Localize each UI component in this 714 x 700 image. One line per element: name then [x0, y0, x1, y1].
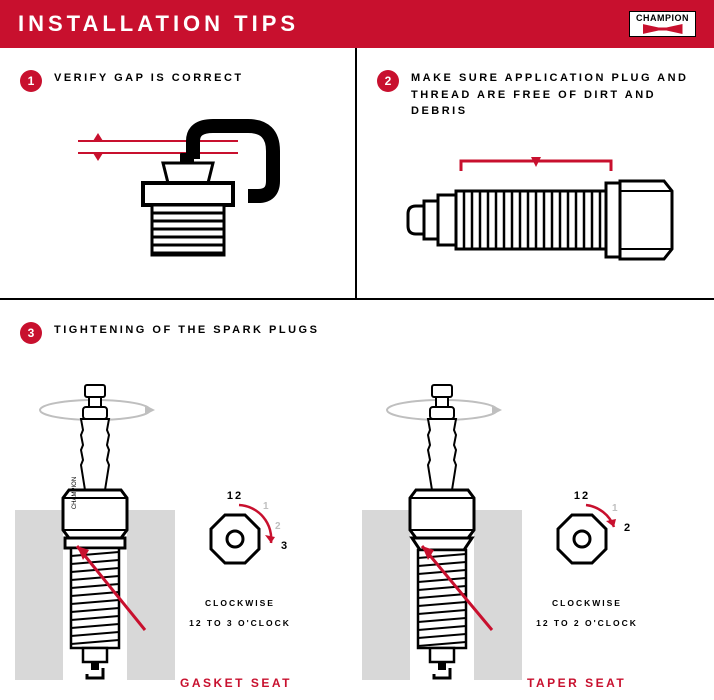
svg-text:3: 3: [281, 540, 289, 552]
step-head-2: 2 Make sure application plug and thread …: [377, 70, 694, 120]
clock-sub2-left: 12 TO 3 O'CLOCK: [185, 618, 295, 630]
thread-diagram-icon: [396, 151, 676, 281]
clock-gasket: 12 1 2 3 CLOCKWISE 12 TO 3 O'CLOCK: [185, 487, 295, 630]
col-taper-seat: 12 1 2 CLOCKWISE 12 TO 2 O'CLOCK TAPER S…: [357, 370, 704, 700]
clock-sub1-right: CLOCKWISE: [532, 598, 642, 610]
illustration-gap: [20, 108, 335, 268]
header-bar: INSTALLATION TIPS CHAMPION: [0, 0, 714, 48]
step-text-2: Make sure application plug and thread ar…: [411, 70, 694, 120]
clock-12: 12: [227, 490, 243, 502]
step-text-1: Verify gap is correct: [54, 70, 244, 87]
champion-logo: CHAMPION: [629, 11, 696, 37]
gasket-seat-label: GASKET SEAT: [180, 676, 292, 690]
step-text-3: Tightening of the spark plugs: [54, 322, 319, 339]
gap-diagram-icon: [48, 113, 308, 263]
panel-verify-gap: 1 Verify gap is correct: [0, 48, 357, 298]
svg-text:12: 12: [574, 490, 590, 502]
clock-taper: 12 1 2 CLOCKWISE 12 TO 2 O'CLOCK: [532, 487, 642, 630]
bottom-row: CHAMPION: [0, 370, 714, 700]
svg-text:1: 1: [612, 503, 620, 514]
step-number-1: 1: [20, 70, 42, 92]
panel-tightening: 3 Tightening of the spark plugs: [0, 300, 714, 370]
header-title: INSTALLATION TIPS: [18, 11, 299, 37]
step-head-1: 1 Verify gap is correct: [20, 70, 335, 92]
svg-text:2: 2: [624, 522, 632, 534]
taper-seat-label: TAPER SEAT: [527, 676, 626, 690]
bowtie-icon: [643, 24, 683, 34]
logo-text: CHAMPION: [636, 14, 689, 23]
taper-plug-icon: [362, 380, 522, 680]
clock-sub1-left: CLOCKWISE: [185, 598, 295, 610]
step-head-3: 3 Tightening of the spark plugs: [20, 322, 694, 344]
svg-text:CHAMPION: CHAMPION: [72, 477, 78, 509]
svg-text:2: 2: [275, 521, 283, 532]
step-number-3: 3: [20, 322, 42, 344]
col-gasket-seat: CHAMPION: [10, 370, 357, 700]
gasket-plug-icon: CHAMPION: [15, 380, 175, 680]
top-row: 1 Verify gap is correct: [0, 48, 714, 300]
illustration-thread: [377, 136, 694, 296]
svg-text:1: 1: [263, 501, 271, 512]
clock-sub2-right: 12 TO 2 O'CLOCK: [532, 618, 642, 630]
step-number-2: 2: [377, 70, 399, 92]
clock-taper-icon: 12 1 2: [532, 487, 642, 587]
clock-gasket-icon: 12 1 2 3: [185, 487, 295, 587]
panel-clean-thread: 2 Make sure application plug and thread …: [357, 48, 714, 298]
